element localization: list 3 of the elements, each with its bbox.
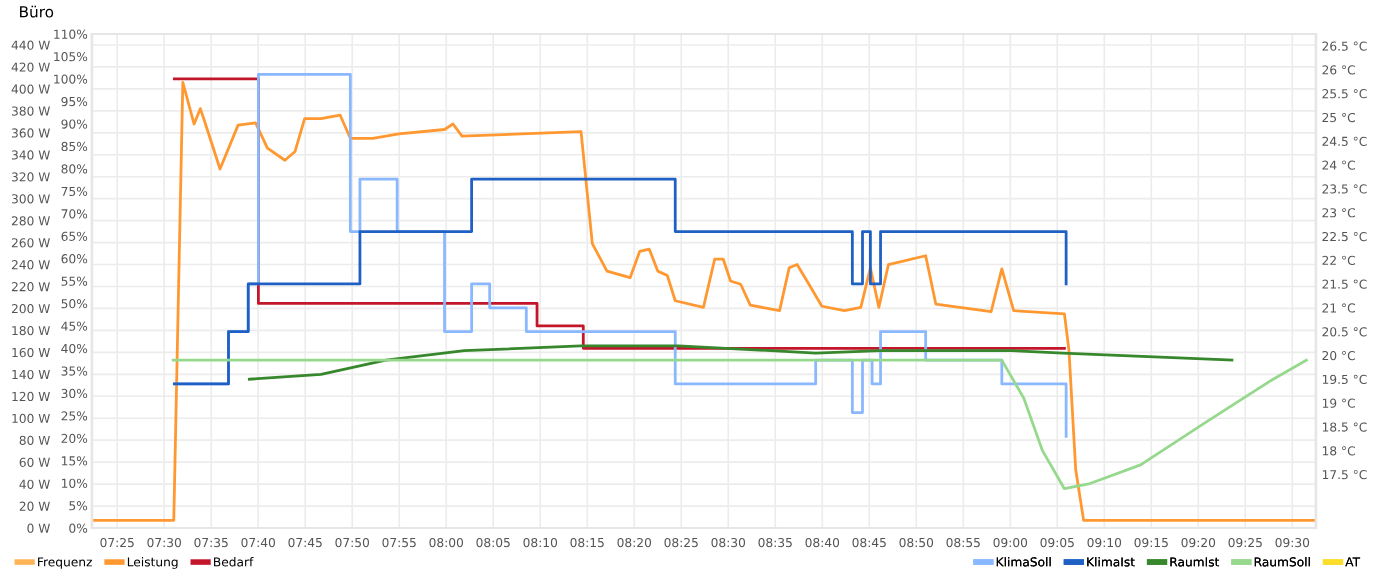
line-series [247, 344, 1234, 381]
line-series [171, 358, 1308, 491]
line-series [92, 80, 1316, 522]
